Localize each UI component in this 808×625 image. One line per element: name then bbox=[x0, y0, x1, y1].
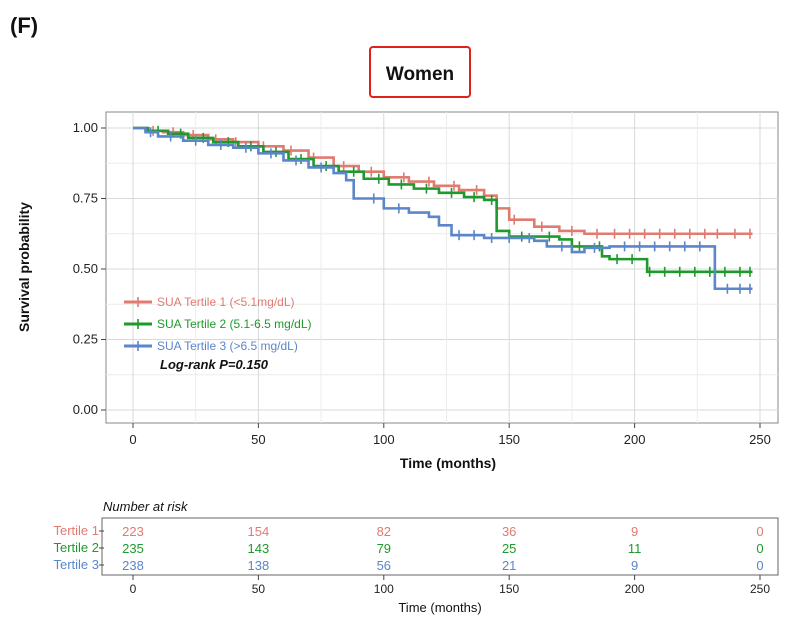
risk-table-title: Number at risk bbox=[103, 499, 189, 514]
risk-table-box bbox=[101, 517, 779, 576]
x-tick-label: 100 bbox=[373, 432, 395, 447]
risk-row-label: Tertile 1 bbox=[53, 523, 99, 538]
survival-curves bbox=[133, 125, 753, 294]
risk-value: 9 bbox=[631, 524, 638, 539]
y-tick-label: 0.25 bbox=[73, 332, 98, 347]
risk-value: 0 bbox=[756, 558, 763, 573]
legend: SUA Tertile 1 (<5.1mg/dL) SUA Tertile 2 (… bbox=[124, 295, 312, 353]
panel-label: (F) bbox=[10, 13, 38, 38]
risk-value: 138 bbox=[248, 558, 270, 573]
risk-row: Tertile 2 235 143 79 25 11 0 bbox=[53, 540, 763, 556]
risk-value: 79 bbox=[377, 541, 391, 556]
y-tick-label: 0.00 bbox=[73, 402, 98, 417]
title-box bbox=[369, 46, 471, 98]
legend-item: SUA Tertile 2 (5.1-6.5 mg/dL) bbox=[124, 317, 312, 331]
y-axis: 0.00 0.25 0.50 0.75 1.00 bbox=[73, 120, 106, 417]
risk-value: 25 bbox=[502, 541, 516, 556]
logrank-annotation: Log-rank P=0.150 bbox=[160, 357, 269, 372]
risk-x-tick-label: 250 bbox=[750, 582, 770, 596]
risk-row-label: Tertile 2 bbox=[53, 540, 99, 555]
x-tick-label: 250 bbox=[749, 432, 771, 447]
y-tick-label: 0.75 bbox=[73, 191, 98, 206]
x-tick-label: 200 bbox=[624, 432, 646, 447]
legend-label: SUA Tertile 1 (<5.1mg/dL) bbox=[157, 295, 295, 309]
series-tertile-3 bbox=[133, 126, 753, 294]
plot-area bbox=[105, 111, 779, 424]
risk-value: 143 bbox=[248, 541, 270, 556]
risk-row: Tertile 1 223 154 82 36 9 0 bbox=[53, 523, 763, 539]
y-tick-label: 1.00 bbox=[73, 120, 98, 135]
risk-value: 9 bbox=[631, 558, 638, 573]
x-tick-label: 0 bbox=[129, 432, 136, 447]
risk-row: Tertile 3 238 138 56 21 9 0 bbox=[53, 557, 763, 573]
x-axis: 0 50 100 150 200 250 bbox=[129, 423, 771, 447]
survival-plot: 0.00 0.25 0.50 0.75 1.00 0 50 100 150 200 250 bbox=[73, 111, 779, 447]
risk-x-axis-label: Time (months) bbox=[398, 600, 481, 615]
risk-x-tick-label: 50 bbox=[252, 582, 266, 596]
y-tick-label: 0.50 bbox=[73, 261, 98, 276]
survival-line bbox=[133, 126, 753, 291]
chart-title: Women bbox=[386, 64, 454, 85]
risk-value: 223 bbox=[122, 524, 144, 539]
risk-row-label: Tertile 3 bbox=[53, 557, 99, 572]
y-axis-label: Survival probability bbox=[16, 202, 32, 332]
x-tick-label: 150 bbox=[498, 432, 520, 447]
risk-value: 36 bbox=[502, 524, 516, 539]
risk-x-tick-label: 200 bbox=[625, 582, 645, 596]
risk-value: 154 bbox=[248, 524, 270, 539]
risk-value: 21 bbox=[502, 558, 516, 573]
risk-value: 238 bbox=[122, 558, 144, 573]
risk-x-tick-label: 150 bbox=[499, 582, 519, 596]
legend-item: SUA Tertile 1 (<5.1mg/dL) bbox=[124, 295, 295, 309]
x-axis-label: Time (months) bbox=[400, 455, 496, 471]
legend-item: SUA Tertile 3 (>6.5 mg/dL) bbox=[124, 339, 298, 353]
risk-value: 0 bbox=[756, 524, 763, 539]
risk-value: 11 bbox=[628, 541, 642, 556]
legend-label: SUA Tertile 3 (>6.5 mg/dL) bbox=[157, 339, 298, 353]
x-tick-label: 50 bbox=[251, 432, 265, 447]
series-tertile-2 bbox=[133, 125, 753, 277]
risk-value: 235 bbox=[122, 541, 144, 556]
risk-value: 82 bbox=[377, 524, 391, 539]
risk-table: Tertile 1 223 154 82 36 9 0 Tertile 2 235 143 79 25… bbox=[53, 523, 770, 596]
risk-x-tick-label: 100 bbox=[374, 582, 394, 596]
risk-value: 56 bbox=[377, 558, 391, 573]
legend-label: SUA Tertile 2 (5.1-6.5 mg/dL) bbox=[157, 317, 312, 331]
risk-value: 0 bbox=[756, 541, 763, 556]
risk-x-tick-label: 0 bbox=[130, 582, 137, 596]
